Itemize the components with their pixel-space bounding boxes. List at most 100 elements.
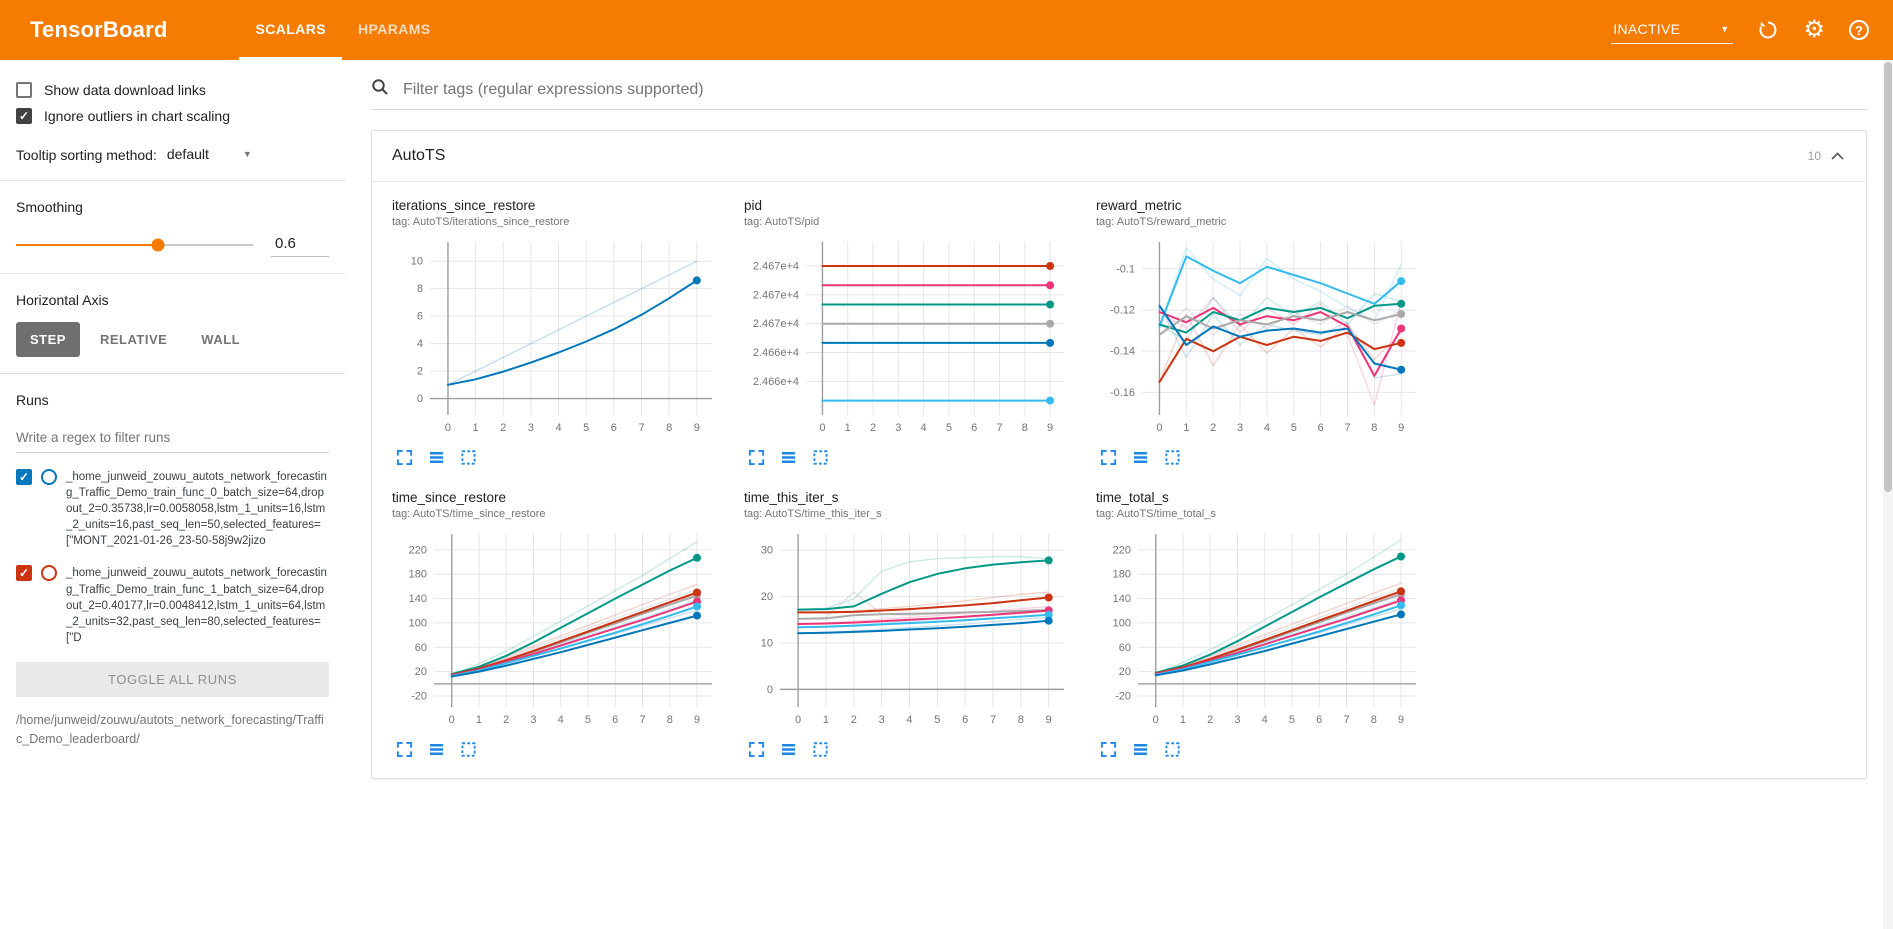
tooltip-sorting-label: Tooltip sorting method: [16,147,157,163]
status-dropdown[interactable]: INACTIVE ▼ [1611,17,1734,44]
smoothing-value[interactable]: 0.6 [271,233,329,257]
toggle-all-runs-button[interactable]: TOGGLE ALL RUNS [16,661,329,697]
svg-text:8: 8 [666,422,672,434]
svg-text:3: 3 [1234,714,1240,726]
chart-plot-time_since_restore[interactable]: -20 20 60 100 140 180 220 0 1 2 3 4 5 6 7 8 9 [392,526,724,731]
svg-text:6: 6 [612,714,618,726]
svg-text:2.467e+4: 2.467e+4 [753,318,799,330]
fit-domain-icon[interactable] [460,449,477,466]
svg-text:6: 6 [1316,714,1322,726]
svg-text:8: 8 [1018,714,1024,726]
tab-scalars[interactable]: SCALARS [239,0,342,60]
app-title: TensorBoard [30,17,168,42]
chart-plot-reward_metric[interactable]: -0.1 -0.12 -0.14 -0.16 0 1 2 3 4 5 6 7 8 9 [1096,234,1428,439]
gear-icon[interactable]: ⚙ [1803,16,1825,43]
svg-text:0: 0 [795,714,801,726]
page-scrollbar-thumb[interactable] [1884,62,1892,492]
chart-card-time_total_s: time_total_s tag: AutoTS/time_total_s -20 2… [1096,490,1448,758]
svg-text:2: 2 [500,422,506,434]
svg-text:6: 6 [417,311,423,323]
tag-filter-input[interactable] [401,79,1867,100]
svg-text:3: 3 [879,714,885,726]
svg-text:180: 180 [1113,569,1131,581]
axis-relative-button[interactable]: RELATIVE [86,322,181,357]
smoothing-slider[interactable] [16,238,253,252]
chart-plot-iterations_since_restore[interactable]: 0 2 4 6 8 10 0 1 2 3 4 5 6 7 8 9 [392,234,724,439]
tooltip-sorting-dropdown[interactable]: default ▼ [167,146,252,164]
svg-text:7: 7 [1344,422,1350,434]
svg-text:9: 9 [1046,714,1052,726]
chart-toolbar [1096,449,1448,466]
ignore-outliers-checkbox[interactable] [16,108,32,124]
chart-title: time_total_s [1096,490,1169,505]
svg-text:0: 0 [449,714,455,726]
svg-text:0: 0 [445,422,451,434]
chart-plot-time_this_iter_s[interactable]: 0 10 20 30 0 1 2 3 4 5 6 7 8 9 [744,526,1076,731]
show-download-checkbox[interactable] [16,82,32,98]
horizontal-axis-section: Horizontal Axis STEP RELATIVE WALL [0,273,345,373]
svg-text:2.466e+4: 2.466e+4 [753,376,799,388]
autots-section-header[interactable]: AutoTS 10 [372,131,1866,182]
run-solo-radio[interactable] [41,565,57,582]
svg-text:20: 20 [415,666,427,678]
data-table-icon[interactable] [1132,741,1149,758]
chevron-up-icon[interactable] [1829,150,1846,162]
expand-chart-icon[interactable] [1100,449,1117,466]
run-solo-radio[interactable] [41,469,57,485]
chart-card-time_this_iter_s: time_this_iter_s tag: AutoTS/time_this_it… [744,490,1096,758]
axis-wall-button[interactable]: WALL [187,322,254,357]
svg-text:0: 0 [767,684,773,696]
chart-plot-pid[interactable]: 2.467e+4 2.467e+4 2.467e+4 2.466e+4 2.466e+4… [744,234,1076,439]
tab-hparams[interactable]: HPARAMS [357,20,431,37]
axis-step-button[interactable]: STEP [16,322,80,357]
fit-domain-icon[interactable] [812,741,829,758]
fit-domain-icon[interactable] [1164,449,1181,466]
expand-chart-icon[interactable] [396,449,413,466]
expand-chart-icon[interactable] [748,741,765,758]
chart-card-time_since_restore: time_since_restore tag: AutoTS/time_since… [392,490,744,758]
fit-domain-icon[interactable] [1164,741,1181,758]
svg-text:220: 220 [1113,544,1131,556]
run-label: _home_junweid_zouwu_autots_network_forec… [66,471,327,548]
expand-chart-icon[interactable] [396,741,413,758]
svg-text:6: 6 [971,422,977,434]
data-table-icon[interactable] [1132,449,1149,466]
smoothing-slider-knob[interactable] [151,238,165,252]
expand-chart-icon[interactable] [1100,741,1117,758]
help-icon[interactable]: ? [1849,20,1869,40]
svg-text:20: 20 [761,591,773,603]
svg-text:140: 140 [1113,593,1131,605]
run-item[interactable]: _home_junweid_zouwu_autots_network_forec… [16,469,329,549]
svg-text:4: 4 [1262,714,1268,726]
runs-filter-input[interactable] [16,422,329,453]
data-table-icon[interactable] [780,449,797,466]
svg-text:1: 1 [1183,422,1189,434]
svg-text:9: 9 [1398,422,1404,434]
run-item[interactable]: _home_junweid_zouwu_autots_network_forec… [16,565,329,645]
svg-text:180: 180 [409,569,427,581]
data-table-icon[interactable] [780,741,797,758]
chart-toolbar [392,449,744,466]
run-checkbox[interactable] [16,469,32,485]
svg-text:-0.12: -0.12 [1110,304,1135,316]
show-download-row: Show data download links [16,82,329,98]
chart-plot-time_total_s[interactable]: -20 20 60 100 140 180 220 0 1 2 3 4 5 6 7 8 9 [1096,526,1428,731]
chart-card-pid: pid tag: AutoTS/pid 2.467e+4 2.467e+4 2.467e… [744,198,1096,466]
svg-text:7: 7 [639,714,645,726]
refresh-icon[interactable] [1757,19,1779,41]
svg-text:5: 5 [1289,714,1295,726]
fit-domain-icon[interactable] [812,449,829,466]
fit-domain-icon[interactable] [460,741,477,758]
data-table-icon[interactable] [428,741,445,758]
svg-text:3: 3 [1237,422,1243,434]
data-table-icon[interactable] [428,449,445,466]
svg-text:-0.14: -0.14 [1110,346,1135,358]
svg-text:220: 220 [409,544,427,556]
expand-chart-icon[interactable] [748,449,765,466]
run-checkbox[interactable] [16,565,32,582]
chart-title: pid [744,198,763,213]
page-scrollbar[interactable] [1883,60,1893,929]
svg-text:-20: -20 [1115,691,1131,703]
svg-text:-20: -20 [411,691,427,703]
